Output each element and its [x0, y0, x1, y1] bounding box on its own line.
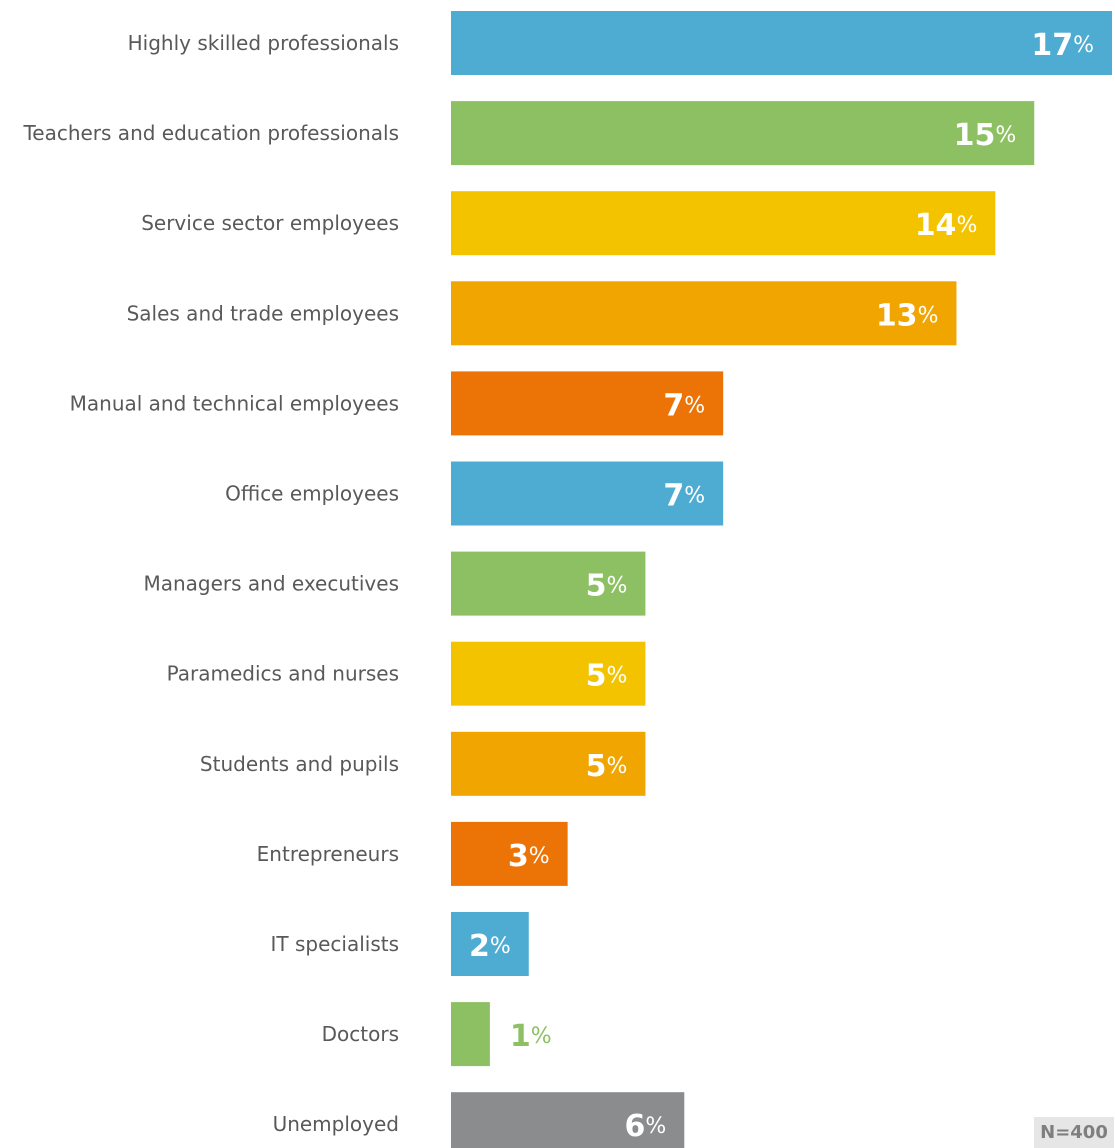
category-label: Office employees — [225, 482, 399, 506]
category-label: Students and pupils — [200, 752, 399, 776]
bar — [451, 731, 646, 796]
value-label: 15% — [954, 118, 1017, 153]
bar — [451, 371, 724, 436]
sample-size-badge: N=400 — [1034, 1117, 1114, 1148]
bar — [451, 191, 996, 256]
category-label: Entrepreneurs — [257, 842, 399, 866]
value-label: 7% — [663, 478, 705, 513]
bar — [451, 641, 646, 706]
bar — [451, 912, 529, 976]
value-label: 7% — [663, 388, 705, 423]
category-label: Unemployed — [273, 1112, 399, 1136]
value-label: 3% — [508, 838, 550, 873]
category-label: IT specialists — [271, 932, 400, 956]
bar — [451, 11, 1112, 75]
category-label: Doctors — [322, 1022, 399, 1046]
category-label: Highly skilled professionals — [128, 31, 399, 55]
category-label: Sales and trade employees — [127, 301, 399, 325]
bar — [451, 281, 957, 346]
bar — [451, 551, 646, 616]
value-label: 5% — [586, 568, 628, 603]
value-label: 17% — [1031, 28, 1094, 63]
category-label: Paramedics and nurses — [167, 662, 399, 686]
bar — [451, 1092, 685, 1148]
value-label: 13% — [876, 298, 939, 333]
value-label: 5% — [586, 748, 628, 783]
value-label: 6% — [625, 1109, 667, 1144]
value-label: 1% — [510, 1019, 552, 1054]
category-label: Manual and technical employees — [70, 391, 399, 415]
bar — [451, 461, 724, 526]
bar — [451, 101, 1035, 166]
value-label: 14% — [915, 208, 978, 243]
bar — [451, 1002, 490, 1067]
value-label: 2% — [469, 929, 511, 964]
category-label: Managers and executives — [143, 572, 399, 596]
value-label: 5% — [586, 658, 628, 693]
bar — [451, 821, 568, 886]
category-label: Teachers and education professionals — [22, 121, 399, 145]
category-label: Service sector employees — [141, 211, 399, 235]
